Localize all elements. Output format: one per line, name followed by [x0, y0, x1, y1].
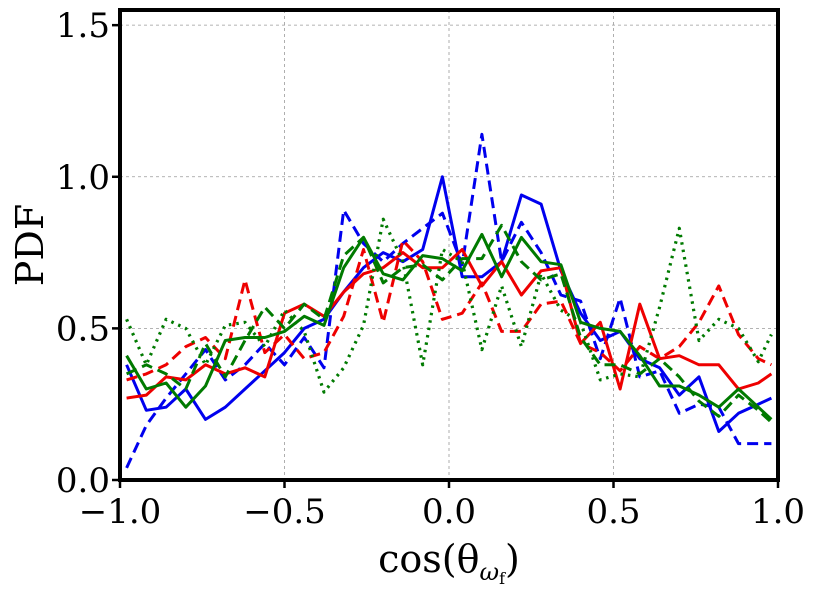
series-layer [125, 132, 773, 469]
x-tick-label: −0.5 [243, 492, 326, 532]
y-tick-label: 1.0 [56, 158, 110, 198]
series-line-green-dashed [125, 223, 773, 424]
series-line-red-solid [126, 248, 773, 400]
series-line-blue-solid [125, 175, 773, 433]
x-axis-title: cos(θωf) [378, 537, 520, 588]
y-axis-title: PDF [8, 204, 52, 286]
x-tick-label: 1.0 [751, 492, 805, 532]
x-tick-label: 0.0 [422, 492, 476, 532]
x-tick-label: 0.5 [586, 492, 640, 532]
y-tick-label: 1.5 [56, 6, 110, 46]
tick-layer: −1.0 −0.5 0.0 0.5 1.0 0.0 0.5 1.0 1.5 [56, 6, 805, 532]
y-tick-label: 0.5 [56, 309, 110, 349]
x-tick-label: −1.0 [79, 492, 162, 532]
series-line-green-solid [125, 232, 773, 421]
y-tick-label: 0.0 [56, 461, 110, 501]
series-line-red-dashed [126, 239, 773, 382]
